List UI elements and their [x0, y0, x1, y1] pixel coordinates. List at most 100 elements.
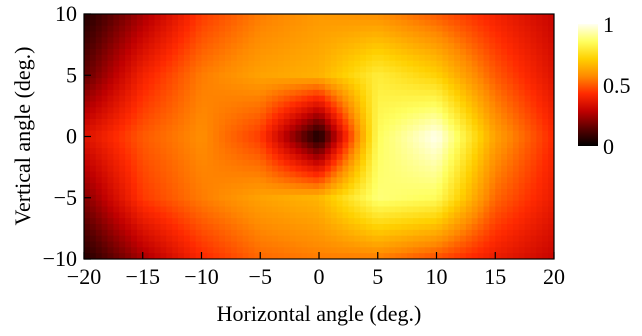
heatmap-cell — [507, 218, 514, 225]
heatmap-cell — [366, 154, 373, 161]
heatmap-cell — [119, 66, 126, 73]
heatmap-cell — [125, 171, 132, 178]
heatmap-cell — [289, 89, 297, 97]
heatmap-cell — [295, 19, 302, 27]
heatmap-cell — [401, 25, 408, 33]
heatmap-cell — [283, 124, 291, 132]
heatmap-cell — [95, 107, 103, 114]
heatmap-cell — [336, 31, 344, 38]
heatmap-cell — [254, 206, 261, 213]
heatmap-cell — [477, 247, 485, 254]
heatmap-cell — [183, 229, 191, 237]
heatmap-cell — [495, 72, 502, 79]
heatmap-cell — [507, 142, 514, 149]
heatmap-cell — [383, 241, 391, 248]
heatmap-cell — [183, 54, 191, 62]
heatmap-cell — [383, 224, 391, 231]
heatmap-cell — [395, 113, 402, 120]
heatmap-cell — [225, 200, 232, 208]
heatmap-cell — [324, 171, 332, 178]
heatmap-cell — [260, 43, 267, 50]
heatmap-cell — [142, 72, 150, 79]
heatmap-cell — [395, 84, 402, 91]
heatmap-cell — [483, 235, 490, 243]
heatmap-cell — [336, 200, 344, 208]
heatmap-cell — [377, 60, 385, 68]
heatmap-cell — [448, 107, 455, 114]
heatmap-cell — [512, 177, 520, 184]
heatmap-cell — [207, 142, 214, 149]
heatmap-cell — [371, 66, 379, 73]
heatmap-cell — [225, 171, 232, 178]
heatmap-cell — [465, 89, 473, 97]
heatmap-cell — [154, 165, 161, 173]
heatmap-cell — [136, 14, 144, 21]
heatmap-cell — [272, 253, 279, 259]
heatmap-cell — [89, 84, 97, 91]
heatmap-cell — [360, 194, 367, 202]
heatmap-cell — [89, 200, 97, 208]
heatmap-cell — [301, 159, 308, 167]
heatmap-cell — [413, 218, 420, 225]
heatmap-cell — [107, 241, 114, 248]
heatmap-cell — [371, 200, 379, 208]
heatmap-cell — [277, 101, 285, 108]
heatmap-cell — [495, 229, 502, 237]
heatmap-cell — [495, 183, 502, 190]
heatmap-cell — [84, 25, 91, 33]
heatmap-cell — [242, 37, 250, 44]
heatmap-cell — [548, 148, 554, 155]
heatmap-cell — [401, 124, 408, 132]
heatmap-cell — [195, 89, 203, 97]
heatmap-cell — [495, 101, 502, 108]
heatmap-cell — [483, 54, 490, 62]
heatmap-cell — [436, 165, 443, 173]
heatmap-cell — [536, 124, 543, 132]
heatmap-cell — [107, 37, 114, 44]
heatmap-cell — [536, 159, 543, 167]
heatmap-cell — [119, 101, 126, 108]
heatmap-cell — [436, 119, 443, 126]
heatmap-cell — [136, 241, 144, 248]
heatmap-cell — [207, 78, 214, 85]
heatmap-cell — [166, 247, 173, 254]
heatmap-cell — [242, 154, 250, 161]
heatmap-cell — [371, 119, 379, 126]
heatmap-cell — [348, 89, 355, 97]
heatmap-cell — [295, 218, 302, 225]
heatmap-cell — [89, 253, 97, 259]
heatmap-cell — [507, 171, 514, 178]
heatmap-cell — [489, 148, 496, 155]
heatmap-cell — [489, 229, 496, 237]
heatmap-cell — [313, 206, 320, 213]
heatmap-cell — [95, 212, 103, 219]
heatmap-cell — [401, 224, 408, 231]
heatmap-cell — [542, 95, 549, 103]
heatmap-cell — [295, 43, 302, 50]
y-tick-label: −10 — [43, 246, 77, 271]
heatmap-cell — [407, 241, 414, 248]
heatmap-cell — [89, 49, 97, 56]
heatmap-cell — [254, 14, 261, 21]
heatmap-cell — [166, 107, 173, 114]
heatmap-cell — [360, 31, 367, 38]
heatmap-cell — [131, 148, 138, 155]
heatmap-cell — [377, 78, 385, 85]
heatmap-cell — [495, 218, 502, 225]
heatmap-cell — [277, 72, 285, 79]
heatmap-cell — [131, 14, 138, 21]
heatmap-cell — [442, 247, 449, 254]
heatmap-cell — [254, 25, 261, 33]
heatmap-cell — [166, 159, 173, 167]
heatmap-cell — [330, 19, 338, 27]
heatmap-cell — [418, 189, 426, 196]
heatmap-cell — [166, 89, 173, 97]
heatmap-cell — [307, 136, 314, 143]
heatmap-cell — [307, 183, 314, 190]
heatmap-cell — [512, 19, 520, 27]
heatmap-cell — [477, 142, 485, 149]
heatmap-cell — [136, 194, 144, 202]
heatmap-cell — [465, 136, 473, 143]
heatmap-cell — [125, 200, 132, 208]
heatmap-cell — [495, 14, 502, 21]
